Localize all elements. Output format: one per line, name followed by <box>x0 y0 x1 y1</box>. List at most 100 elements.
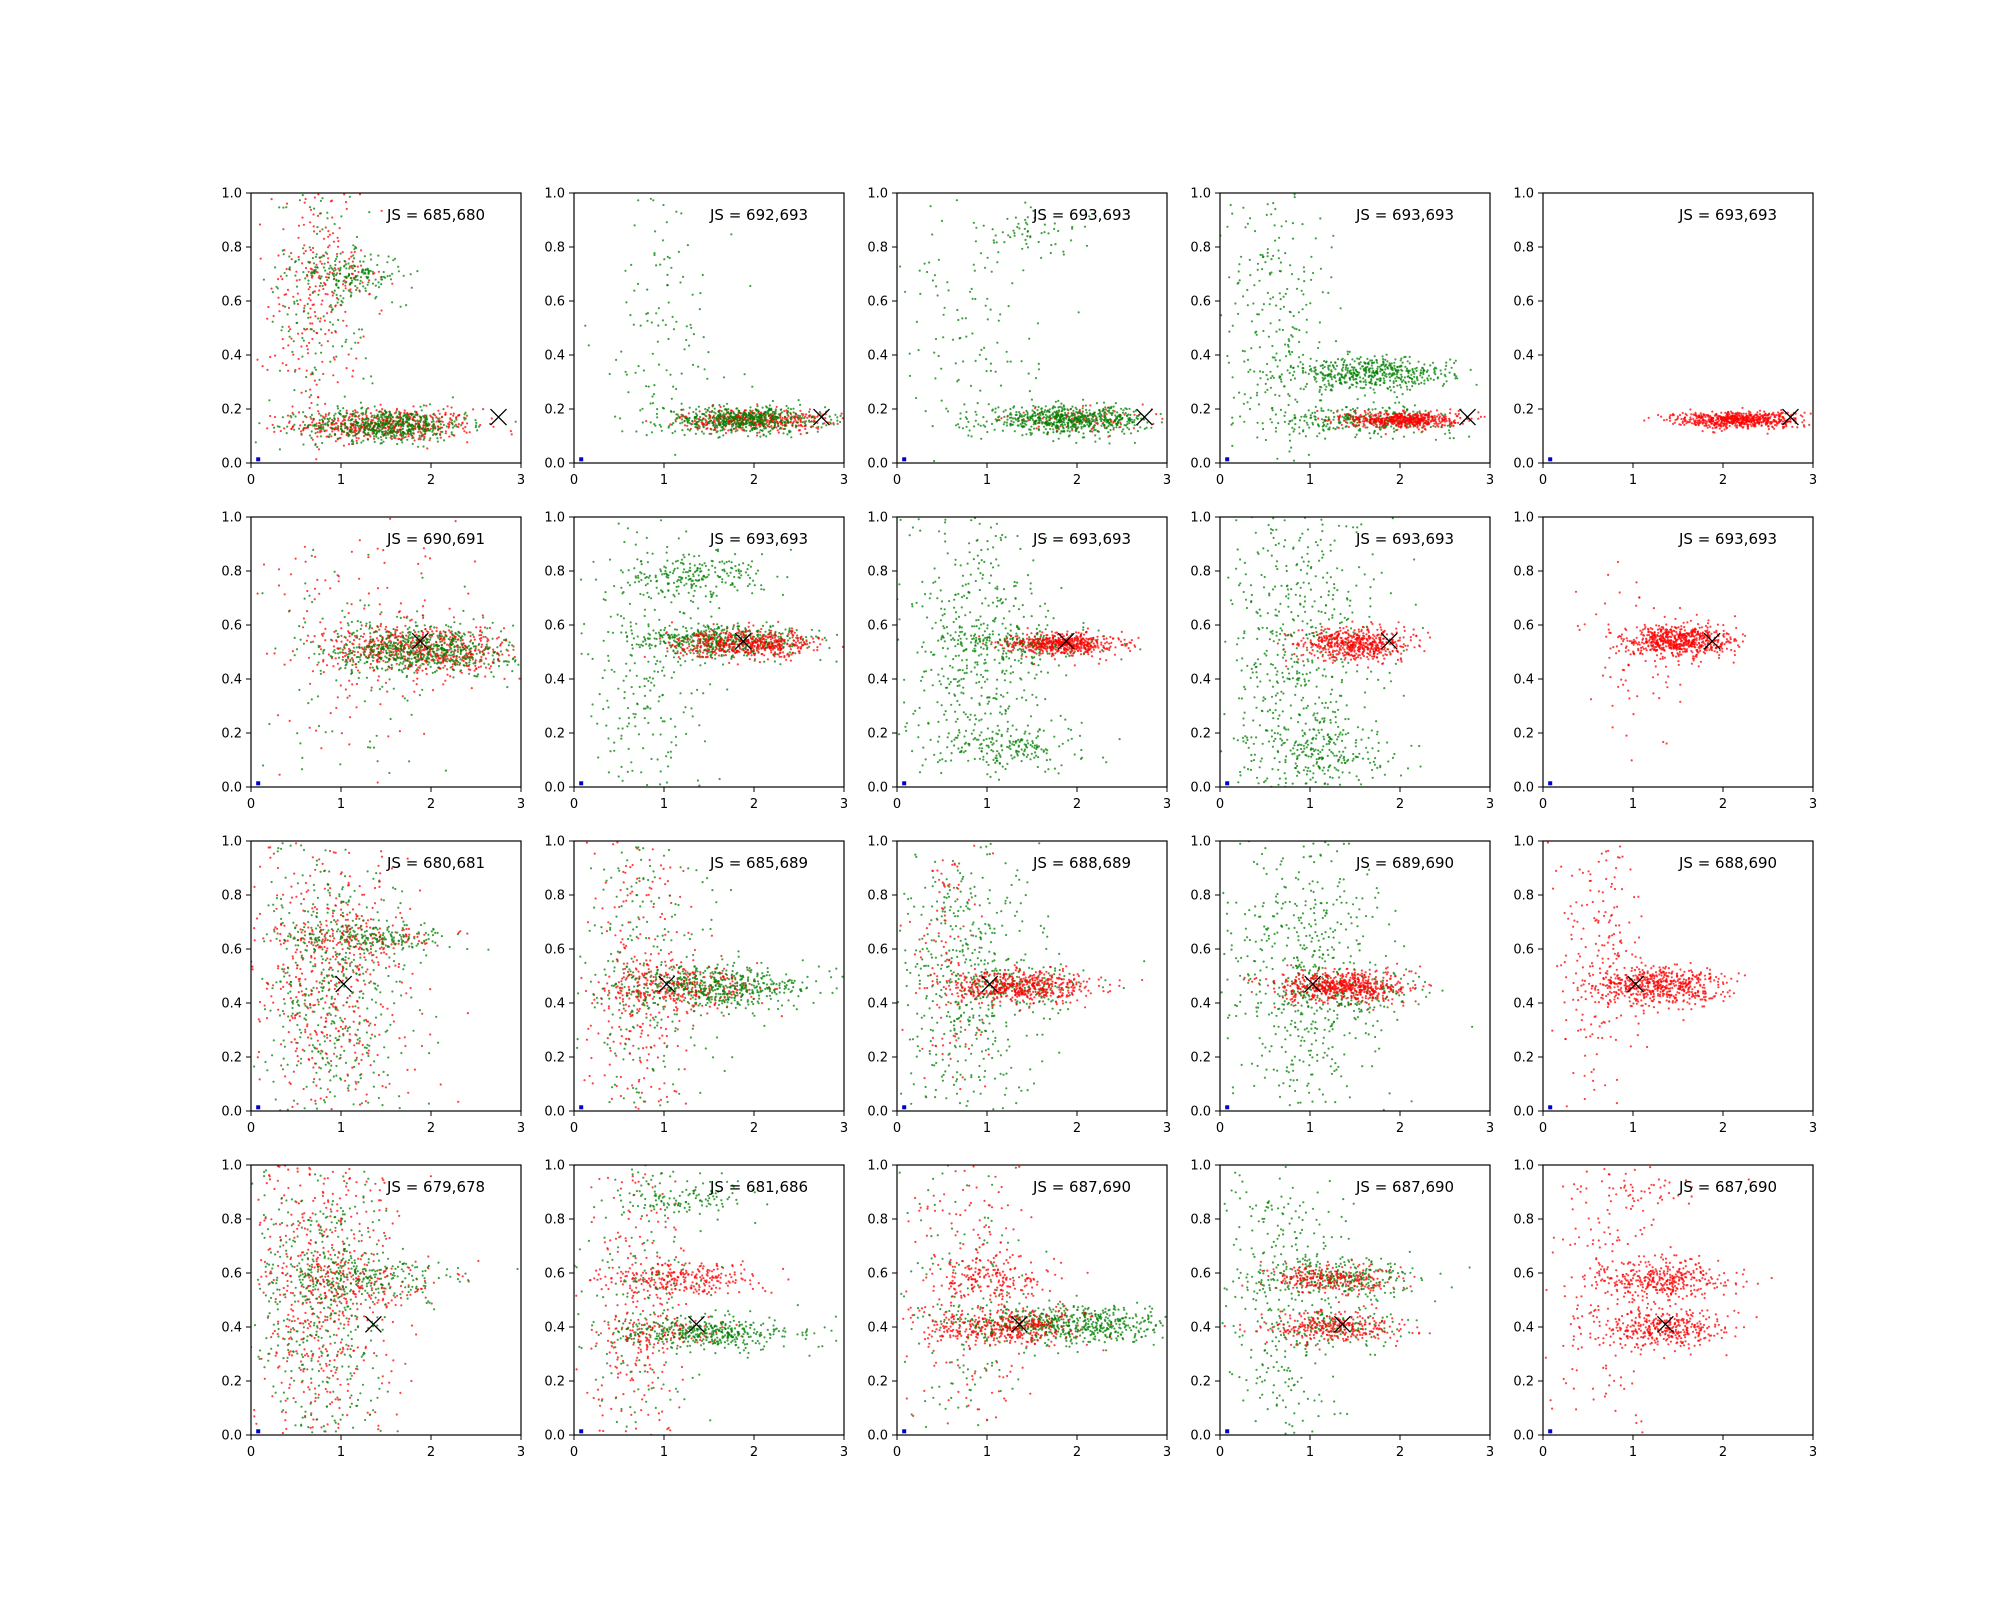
data-point <box>1351 407 1355 411</box>
data-point <box>718 416 721 419</box>
data-point <box>460 424 463 427</box>
data-point <box>1390 373 1393 376</box>
data-point <box>1309 414 1312 417</box>
data-point <box>1332 366 1336 369</box>
data-point <box>1427 374 1430 377</box>
y-tick-label: 0.2 <box>544 403 565 418</box>
data-point <box>364 289 367 292</box>
data-point <box>1108 434 1111 437</box>
data-point <box>340 215 343 218</box>
data-point <box>441 430 444 433</box>
data-point <box>382 270 385 274</box>
data-point <box>1312 271 1315 275</box>
data-point <box>1295 287 1299 290</box>
data-point <box>1426 377 1429 380</box>
data-point <box>397 420 400 423</box>
data-point <box>1040 407 1043 410</box>
data-point <box>1269 376 1272 380</box>
origin-marker <box>579 457 584 462</box>
data-point <box>320 423 323 426</box>
data-point <box>1384 419 1387 422</box>
data-point <box>699 292 702 295</box>
data-point <box>958 426 961 429</box>
data-point <box>1298 340 1301 344</box>
data-point <box>1063 423 1066 426</box>
data-point <box>341 420 344 423</box>
data-point <box>281 416 284 419</box>
data-point <box>1277 257 1280 260</box>
data-point <box>296 303 300 306</box>
data-point <box>1121 411 1125 414</box>
data-point <box>973 425 976 428</box>
data-point <box>1033 427 1036 430</box>
data-point <box>1346 353 1349 356</box>
data-point <box>373 440 376 443</box>
data-point <box>1013 234 1016 237</box>
data-point <box>749 423 752 426</box>
data-point <box>335 293 338 296</box>
data-point <box>1429 377 1432 380</box>
data-point <box>1288 450 1291 453</box>
data-point <box>285 206 288 209</box>
data-point <box>955 424 958 427</box>
data-point <box>1261 422 1264 425</box>
data-point <box>321 360 324 363</box>
data-point <box>1324 374 1327 377</box>
data-point <box>789 430 792 433</box>
data-point <box>328 433 331 436</box>
data-point <box>1400 368 1403 371</box>
data-point <box>1256 436 1259 439</box>
data-point <box>741 412 744 415</box>
data-point <box>736 429 739 432</box>
data-point <box>1359 380 1362 383</box>
data-point <box>989 308 992 311</box>
data-point <box>1243 393 1246 396</box>
data-point <box>1108 409 1111 412</box>
data-point <box>733 421 736 424</box>
data-point <box>299 430 303 433</box>
data-point <box>328 244 331 247</box>
data-point <box>259 257 262 260</box>
data-point <box>762 412 766 415</box>
data-point <box>320 255 323 258</box>
data-point <box>634 371 637 374</box>
data-point <box>340 425 343 428</box>
data-point <box>422 445 425 448</box>
data-point <box>1088 414 1091 417</box>
data-point <box>1314 369 1317 372</box>
data-point <box>281 249 284 252</box>
data-point <box>302 271 305 274</box>
data-point <box>737 425 740 428</box>
data-point <box>438 412 441 415</box>
data-point <box>1104 408 1107 411</box>
data-point <box>1018 411 1021 414</box>
data-point <box>1305 415 1308 418</box>
data-point <box>328 273 331 276</box>
data-point <box>384 276 387 279</box>
data-point <box>308 246 311 249</box>
data-point <box>340 304 343 307</box>
data-point <box>711 404 714 407</box>
data-point <box>345 409 348 412</box>
data-point <box>270 287 273 290</box>
data-point <box>369 425 372 429</box>
data-point <box>432 413 435 416</box>
data-point <box>1104 416 1107 419</box>
data-point <box>1371 408 1374 411</box>
data-point <box>1256 262 1260 265</box>
data-point <box>291 405 294 408</box>
data-point <box>311 371 314 374</box>
data-point <box>336 426 340 429</box>
data-point <box>1382 377 1385 380</box>
data-point <box>1377 412 1380 415</box>
data-point <box>381 408 384 411</box>
data-point <box>348 273 351 277</box>
data-point <box>1075 411 1078 414</box>
data-point <box>353 332 356 335</box>
data-point <box>356 286 359 289</box>
data-point <box>1356 421 1359 424</box>
data-point <box>672 328 676 331</box>
data-point <box>1080 427 1083 430</box>
data-point <box>1307 409 1310 412</box>
data-point <box>1380 368 1383 371</box>
